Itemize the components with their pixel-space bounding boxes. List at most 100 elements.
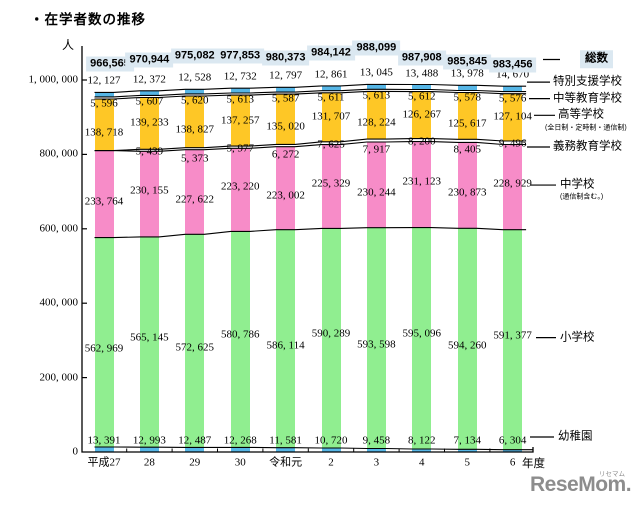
value-label: 6, 304 [498,434,527,446]
value-label: 593, 598 [357,338,396,351]
value-label: 5, 620 [181,94,209,107]
bar-segment [366,91,386,140]
bar-segment [94,92,114,97]
value-label: 590, 289 [311,327,351,340]
value-label: 138, 718 [84,126,124,139]
bar-segment [457,228,477,450]
value-label: 6, 272 [271,148,300,161]
value-label: 5, 439 [135,145,164,158]
x-tick-label: 平成27 [87,456,121,468]
total-value-badge: 983,456 [488,57,537,73]
x-tick-label: 5 [464,456,470,468]
value-label: 223, 220 [220,180,260,193]
value-label: 128, 224 [357,116,396,129]
value-label: 5, 587 [271,92,300,105]
bar-segment [185,447,205,452]
bar-segment [139,149,159,152]
value-label: 12, 268 [223,434,257,446]
value-label: 233, 764 [84,195,124,208]
value-label: 138, 827 [175,123,215,136]
bar-segment [412,141,432,228]
value-label: 231, 123 [402,175,442,188]
bar-segment [457,139,477,143]
boundary-line [94,138,527,152]
bar-segment [321,141,341,145]
boundary-line [94,88,527,98]
bar-segment [185,234,205,448]
bar-segment [457,142,477,229]
legend-label-series: 高等学校 [558,108,604,121]
y-tick-label: 400, 000 [39,296,79,309]
total-value-badge: 966,565 [86,56,134,72]
value-label: 12, 487 [178,434,212,446]
value-label: 5, 977 [226,142,254,155]
value-label: 9, 458 [362,434,391,446]
boundary-line [94,90,527,100]
bar-segment [94,99,114,151]
value-label: 14, 670 [496,68,530,81]
legend-sublabel: (全日制・定時制・通信制) [545,124,627,132]
bar-segment [94,447,114,452]
total-value-badge: 970,944 [125,52,174,68]
bar-segment [230,88,250,93]
x-tick-label: 令和元 [269,456,303,468]
total-value-badge: 975,082 [170,48,219,64]
value-label: 12, 797 [269,69,303,82]
value-label: 572, 625 [175,341,215,354]
value-label: 5, 612 [408,90,436,102]
value-label: 562, 969 [84,342,124,355]
total-value-badge: 984,142 [307,45,355,61]
bar-segment [321,144,341,229]
chart-title: ・在学者数の推移 [30,12,146,27]
legend-label-series: 幼稚園 [558,430,593,443]
bar-segment [503,229,523,450]
bar-segment [276,92,296,95]
value-label: 127, 104 [493,110,532,123]
y-axis-unit-label: 人 [62,38,75,52]
bar-segment [139,97,159,150]
value-label: 12, 127 [87,74,121,87]
bar-segment [94,96,114,100]
bar-segment [412,84,432,90]
value-label: 131, 707 [311,110,351,123]
boundary-line [94,227,527,239]
value-label: 12, 861 [314,68,348,81]
bar-segment [503,86,523,92]
bar-segment [366,448,386,452]
y-tick-label: 1, 000, 000 [28,73,79,86]
value-label: 9, 496 [498,137,527,150]
bar-segment [230,92,250,96]
boundary-line [94,446,533,451]
y-tick-label: 200, 000 [39,371,79,384]
value-label: 7, 625 [317,138,345,151]
value-label: 225, 329 [311,177,351,189]
x-axis-unit-label: 年度 [522,458,545,470]
y-tick-label: 0 [72,445,79,458]
value-label: 137, 257 [220,114,260,127]
bar-segment [503,144,523,230]
bar-segment [185,89,205,94]
value-label: 13, 488 [405,67,439,79]
value-label: 12, 372 [132,73,166,86]
value-label: 5, 578 [453,91,481,103]
bar-segment [412,227,432,449]
value-label: 230, 155 [130,184,169,197]
total-value-badge: 980,373 [261,50,310,66]
bar-segment [321,448,341,452]
bar-segment [276,144,296,147]
value-label: 230, 244 [357,186,396,199]
value-label: 12, 528 [178,71,212,84]
bar-segment [503,449,523,452]
bar-segment [139,447,159,452]
value-label: 125, 617 [447,117,487,130]
bar-segment [366,89,386,92]
bar-segment [94,150,114,238]
total-value-badge: 985,845 [443,54,492,70]
legend-label-series: 中学校 [560,178,595,191]
bar-segment [503,140,523,145]
value-label: 5, 613 [226,93,254,106]
value-label: 591, 377 [493,329,532,342]
bar-segment [230,148,250,232]
bar-segment [412,138,432,142]
